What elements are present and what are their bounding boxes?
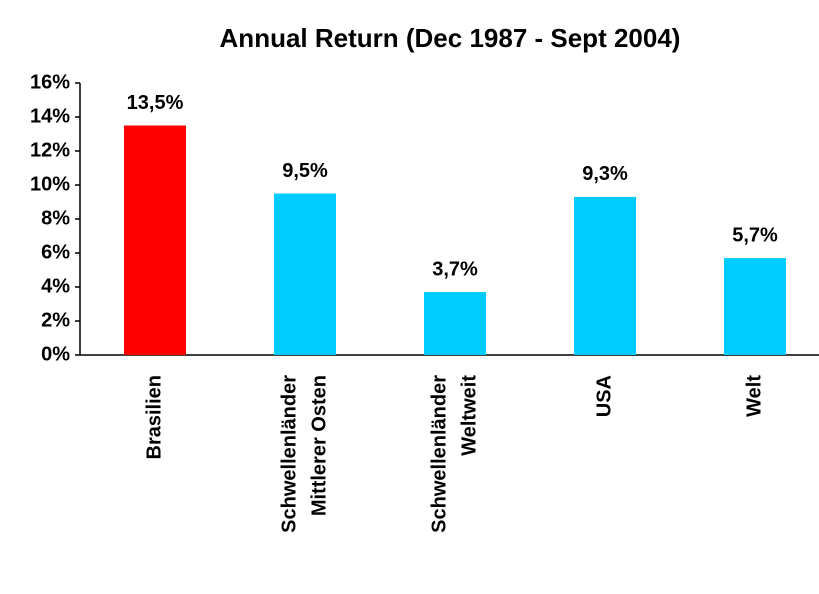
value-label: 3,7%	[432, 258, 478, 280]
y-tick-label: 8%	[41, 207, 70, 229]
y-tick-label: 4%	[41, 275, 70, 297]
value-label: 13,5%	[127, 92, 184, 114]
bar	[724, 258, 786, 355]
x-tick-label: Brasilien	[143, 375, 165, 459]
x-tick-label: Schwellenländer	[278, 375, 300, 533]
bar	[274, 193, 336, 355]
value-label: 9,3%	[582, 163, 628, 185]
y-tick-label: 12%	[30, 139, 70, 161]
value-label: 5,7%	[732, 224, 778, 246]
y-tick-label: 14%	[30, 105, 70, 127]
x-tick-label: Schwellenländer	[428, 375, 450, 533]
value-label: 9,5%	[282, 160, 328, 182]
x-tick-label: Weltweit	[458, 375, 480, 456]
bar	[124, 125, 186, 355]
chart-title: Annual Return (Dec 1987 - Sept 2004)	[220, 23, 681, 53]
x-tick-label: Welt	[743, 375, 765, 417]
x-tick-label: Mittlerer Osten	[308, 375, 330, 516]
y-tick-label: 6%	[41, 241, 70, 263]
bar	[574, 196, 636, 355]
y-tick-label: 16%	[30, 71, 70, 93]
y-tick-label: 2%	[41, 309, 70, 331]
y-tick-label: 10%	[30, 173, 70, 195]
y-tick-label: 0%	[41, 343, 70, 365]
x-tick-label: USA	[593, 375, 615, 417]
bar	[424, 292, 486, 355]
